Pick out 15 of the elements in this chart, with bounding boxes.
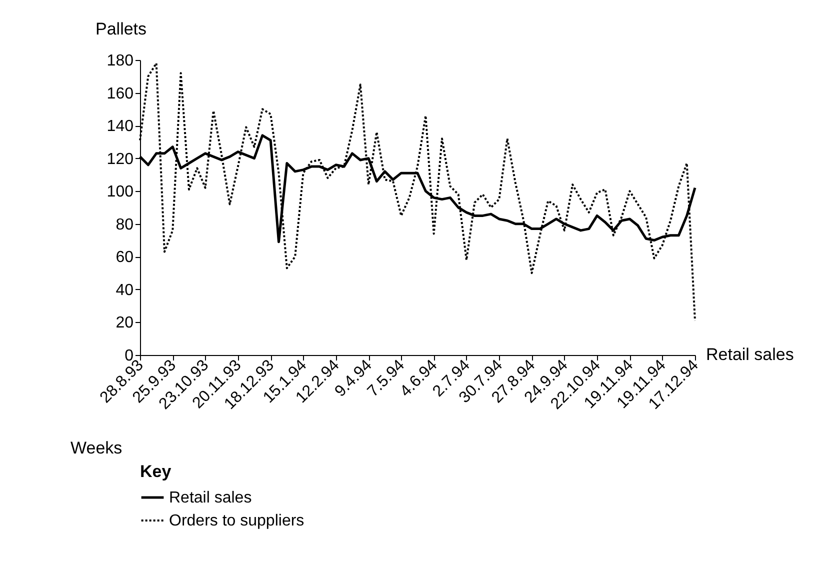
y-tick-label: 60 bbox=[116, 249, 134, 266]
y-tick-label: 140 bbox=[106, 118, 134, 136]
legend-title: Key bbox=[140, 462, 172, 481]
y-tick-label: 180 bbox=[106, 52, 134, 70]
text: Retail sales bbox=[706, 345, 794, 365]
y-tick-label: 20 bbox=[116, 314, 134, 332]
y-tick-label: 160 bbox=[106, 85, 134, 102]
y-tick-label: 100 bbox=[106, 184, 134, 201]
y-axis-title: Pallets bbox=[96, 20, 147, 38]
legend-label: Retail sales bbox=[169, 490, 252, 506]
legend-label: Orders to suppliers bbox=[169, 512, 304, 530]
x-axis-title: Weeks bbox=[70, 438, 122, 458]
y-tick-label: 40 bbox=[116, 282, 134, 299]
y-tick-label: 120 bbox=[106, 150, 134, 168]
y-tick-label: 80 bbox=[116, 216, 134, 234]
